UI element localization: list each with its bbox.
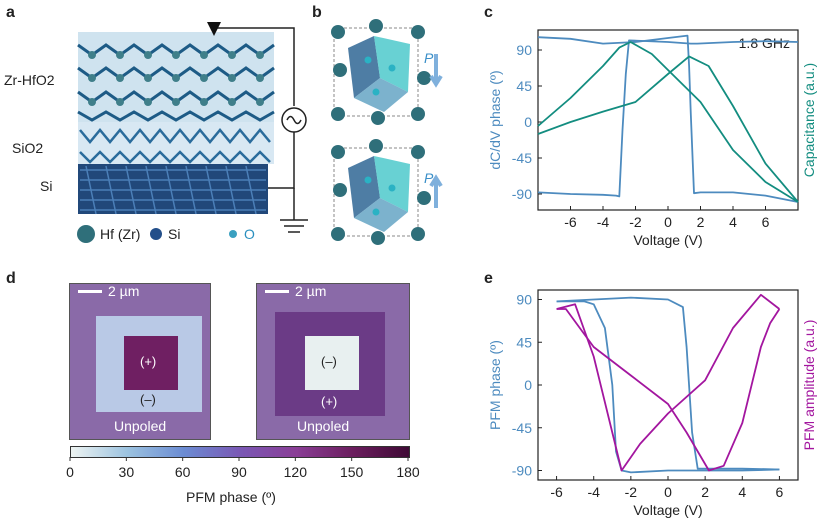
panel-label-a: a — [6, 4, 15, 21]
x-tick-label: -2 — [625, 484, 638, 500]
sio2-lattice — [78, 122, 274, 164]
series-line-pfm-phase — [556, 296, 780, 471]
panel-label-b: b — [312, 4, 322, 21]
x-tick-label: 4 — [738, 484, 746, 500]
chart-e: -6 -4 -2 0 2 4 6 90 45 0 -45 -90 Voltage (V) PFM phas… — [487, 289, 817, 518]
colorbar-ticks: 0 30 60 90 120 150 180 — [66, 457, 420, 480]
plot-frame — [537, 289, 799, 481]
unpoled-label-right: Unpoled — [297, 418, 350, 434]
x-tick-label: 2 — [697, 214, 705, 230]
colorbar-tick-label: 0 — [66, 464, 74, 480]
unit-cell-illustration — [331, 19, 443, 245]
y-tick-label: 45 — [516, 78, 532, 94]
legend-hf: Hf (Zr) — [100, 226, 141, 242]
y-tick-label: -45 — [512, 420, 532, 436]
y-tick-label: 0 — [524, 114, 532, 130]
unit-cell-top — [331, 19, 431, 125]
outer-label-right: (+) — [321, 394, 338, 409]
layer-label-hfo2: Zr-HfO2 — [4, 72, 55, 88]
y-tick-label: 90 — [516, 42, 532, 58]
tip-triangle-icon — [207, 22, 221, 36]
y-axis-label-left: dC/dV phase (º) — [487, 70, 503, 169]
scale-bar-left — [78, 290, 102, 293]
x-tick-label: 0 — [664, 484, 672, 500]
circuit — [214, 27, 308, 233]
colorbar-tick-label: 120 — [284, 464, 308, 480]
x-tick-label: 6 — [762, 214, 770, 230]
colorbar-tick-label: 30 — [119, 464, 135, 480]
polarization-label-bottom: P — [424, 170, 434, 186]
colorbar — [70, 446, 410, 458]
colorbar-tick-label: 60 — [175, 464, 191, 480]
y-axis-label-right: PFM amplitude (a.u.) — [801, 320, 817, 451]
x-axis-label: Voltage (V) — [633, 232, 702, 248]
colorbar-tick-label: 180 — [396, 464, 420, 480]
layer-label-si: Si — [40, 178, 53, 194]
y-tick-label: -45 — [512, 150, 532, 166]
y-tick-label: -90 — [512, 463, 532, 479]
hf-atom-icon — [77, 225, 95, 243]
x-tick-label: 4 — [729, 214, 737, 230]
unit-cell-bottom — [331, 139, 431, 245]
x-axis-label: Voltage (V) — [633, 502, 702, 518]
x-tick-label: 0 — [664, 214, 672, 230]
y-tick-label: 90 — [516, 292, 532, 308]
x-tick-label: 2 — [701, 484, 709, 500]
layer-label-sio2: SiO2 — [12, 140, 44, 156]
scale-bar-right — [265, 290, 289, 293]
series-line-pfm-amplitude — [556, 308, 781, 472]
y-tick-label: 45 — [516, 334, 532, 350]
si-lattice — [78, 164, 268, 215]
y-axis-label-left: PFM phase (º) — [487, 340, 503, 430]
series-line-dc-dv-phase — [537, 39, 799, 198]
inner-label-right: (–) — [321, 354, 337, 369]
x-tick-label: -6 — [564, 214, 577, 230]
si-atom-icon — [150, 228, 162, 240]
panel-label-d: d — [6, 270, 16, 287]
scale-bar-label-right: 2 µm — [295, 283, 327, 299]
colorbar-tick-label: 90 — [231, 464, 247, 480]
inner-square-left — [124, 336, 178, 390]
x-tick-label: 6 — [776, 484, 784, 500]
x-tick-label: -6 — [550, 484, 563, 500]
panel-label-e: e — [484, 270, 493, 287]
x-tick-label: -4 — [587, 484, 600, 500]
y-axis-label-right: Capacitance (a.u.) — [801, 63, 817, 177]
outer-label-left: (–) — [140, 392, 156, 407]
chart-c: -6 -4 -2 0 2 4 6 90 45 0 -45 -90 Voltage (V) dC/dV ph… — [487, 29, 817, 248]
polarization-down-arrow-icon — [429, 54, 443, 88]
series-line-capacitance — [537, 55, 799, 203]
y-tick-label: -90 — [512, 186, 532, 202]
pfm-image-left: 2 µm (+) (–) Unpoled — [69, 283, 211, 440]
inner-square-right — [305, 336, 359, 390]
colorbar-tick-label: 150 — [340, 464, 364, 480]
legend-si: Si — [168, 226, 181, 242]
series-line-pfm-amplitude — [556, 293, 780, 472]
hfo2-lattice — [77, 32, 275, 122]
o-atom-icon — [229, 230, 237, 238]
x-tick-label: -4 — [597, 214, 610, 230]
legend-o: O — [244, 226, 255, 242]
x-tick-label: -2 — [629, 214, 642, 230]
unpoled-label-left: Unpoled — [114, 418, 167, 434]
device-structure-illustration — [77, 22, 308, 243]
chart-annotation: 1.8 GHz — [739, 35, 790, 51]
pfm-image-right: 2 µm (–) (+) Unpoled — [256, 283, 410, 440]
inner-label-left: (+) — [140, 354, 157, 369]
colorbar-label: PFM phase (º) — [186, 489, 276, 505]
y-tick-label: 0 — [524, 377, 532, 393]
polarization-up-arrow-icon — [429, 174, 443, 208]
series-line-dc-dv-phase — [537, 34, 799, 203]
panel-label-c: c — [484, 4, 493, 21]
scale-bar-label-left: 2 µm — [108, 283, 140, 299]
polarization-label-top: P — [424, 50, 434, 66]
series-line-pfm-phase — [556, 300, 780, 474]
series-line-capacitance — [537, 41, 799, 203]
